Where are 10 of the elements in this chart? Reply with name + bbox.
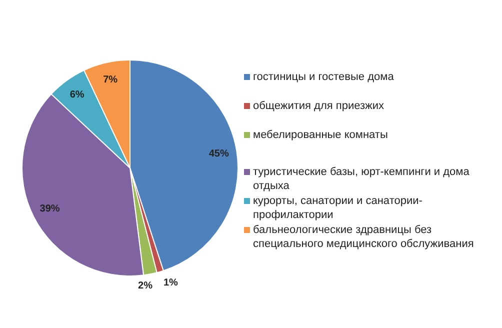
data-label: 2% xyxy=(138,280,153,292)
legend-label: бальнеологические здравницы без специального медицинского обслуживания xyxy=(253,223,475,251)
legend-label: гостиницы и гостевые дома xyxy=(253,70,394,84)
data-label: 6% xyxy=(70,90,84,101)
data-label: 45% xyxy=(208,148,230,160)
data-label: 39% xyxy=(40,203,60,214)
legend-label: мебелированные комнаты xyxy=(253,128,388,142)
data-label: 7% xyxy=(103,74,118,86)
data-label: 1% xyxy=(163,278,178,289)
legend-label: общежития для приезжих xyxy=(253,99,384,113)
